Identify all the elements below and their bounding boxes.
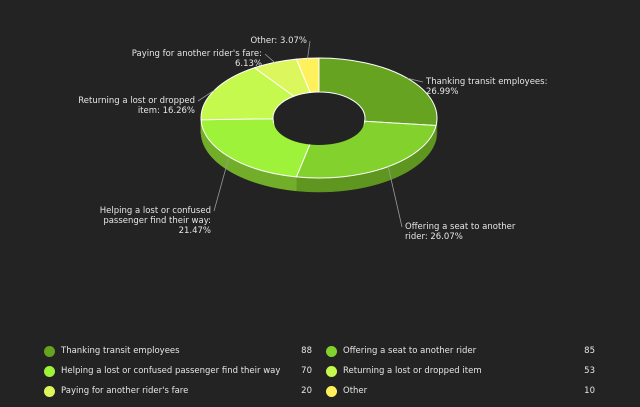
legend-label: Other bbox=[343, 386, 368, 396]
legend-row: Paying for another rider's fare 20 Other… bbox=[40, 381, 605, 401]
legend-value: 20 bbox=[301, 386, 312, 396]
leader-line-2 bbox=[213, 156, 230, 212]
slice-label-0: Thanking transit employees: 26.99% bbox=[426, 77, 548, 97]
legend-label: Offering a seat to another rider bbox=[343, 346, 477, 356]
legend-label: Thanking transit employees bbox=[61, 346, 180, 356]
slice-0[interactable] bbox=[318, 57, 438, 127]
slice-label-2: Helping a lost or confused passenger fin… bbox=[99, 206, 211, 236]
leader-line-3 bbox=[197, 89, 215, 102]
legend-swatch bbox=[326, 345, 337, 357]
slice-label-5: Other: 3.07% bbox=[250, 36, 307, 46]
donut-plot-area bbox=[197, 40, 438, 228]
legend-swatch bbox=[44, 385, 55, 397]
legend-value: 53 bbox=[584, 366, 595, 376]
slice-5[interactable] bbox=[295, 57, 320, 94]
legend-row: Helping a lost or confused passenger fin… bbox=[40, 361, 605, 381]
legend-item[interactable]: Other 10 bbox=[322, 385, 605, 397]
slice-label-4: Paying for another rider's fare: 6.13% bbox=[131, 49, 262, 69]
slice-label-3: Returning a lost or dropped item: 16.26% bbox=[78, 96, 195, 116]
legend-row: Thanking transit employees 88 Offering a… bbox=[40, 341, 605, 361]
legend-value: 10 bbox=[584, 386, 595, 396]
slice-label-1: Offering a seat to another rider: 26.07% bbox=[405, 222, 516, 242]
legend-label: Paying for another rider's fare bbox=[61, 386, 189, 396]
legend: Thanking transit employees 88 Offering a… bbox=[40, 341, 605, 401]
legend-swatch bbox=[326, 385, 337, 397]
legend-item[interactable]: Offering a seat to another rider 85 bbox=[322, 345, 605, 357]
legend-swatch bbox=[326, 365, 337, 377]
legend-swatch bbox=[44, 365, 55, 377]
legend-item[interactable]: Paying for another rider's fare 20 bbox=[40, 385, 322, 397]
leader-line-0 bbox=[407, 77, 424, 83]
legend-value: 88 bbox=[301, 346, 312, 356]
donut-hole bbox=[274, 99, 364, 145]
legend-item[interactable]: Thanking transit employees 88 bbox=[40, 345, 322, 357]
legend-item[interactable]: Helping a lost or confused passenger fin… bbox=[40, 365, 322, 377]
legend-label: Helping a lost or confused passenger fin… bbox=[61, 366, 281, 376]
legend-value: 70 bbox=[301, 366, 312, 376]
leader-line-5 bbox=[307, 40, 311, 59]
legend-value: 85 bbox=[584, 346, 595, 356]
legend-item[interactable]: Returning a lost or dropped item 53 bbox=[322, 365, 605, 377]
legend-swatch bbox=[44, 345, 55, 357]
leader-line-1 bbox=[387, 166, 403, 228]
legend-label: Returning a lost or dropped item bbox=[343, 366, 482, 376]
slice-3[interactable] bbox=[200, 67, 295, 121]
leader-line-4 bbox=[264, 53, 275, 63]
